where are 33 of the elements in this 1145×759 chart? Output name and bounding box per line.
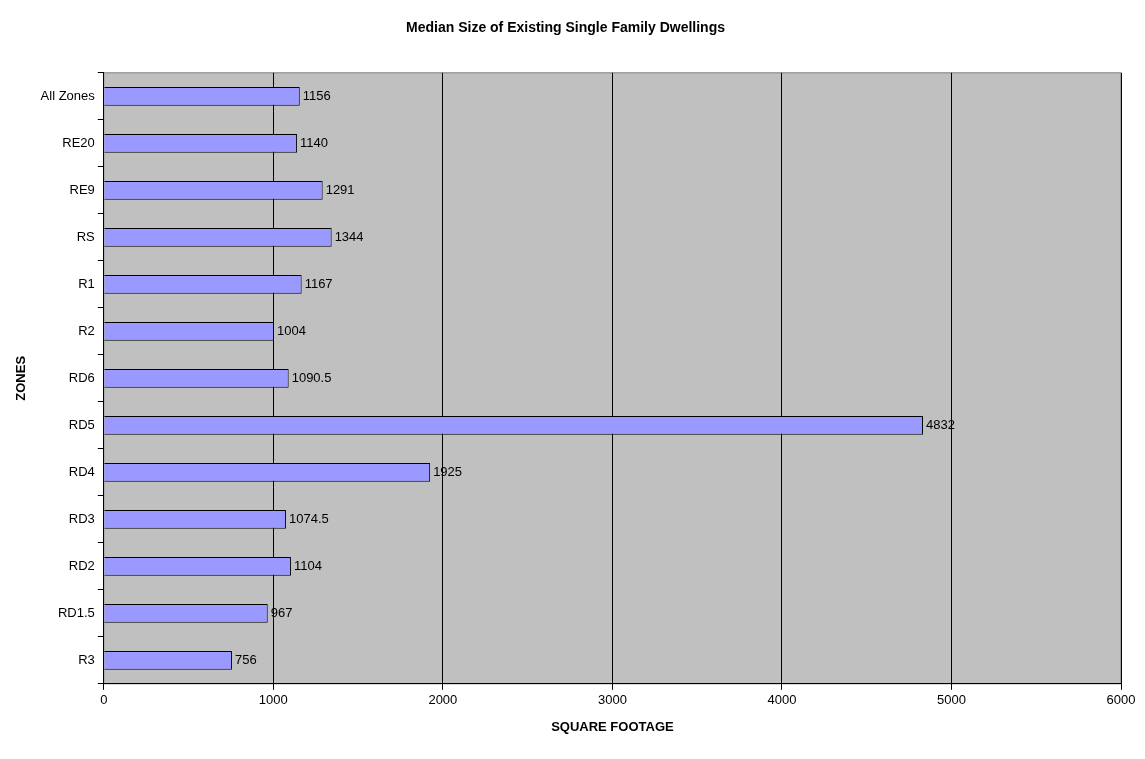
x-tick-label: 4000 xyxy=(767,692,797,708)
data-label: 1004 xyxy=(277,322,306,338)
x-tick-label: 6000 xyxy=(1106,692,1136,708)
data-label: 756 xyxy=(234,651,257,667)
y-tick-label: RD6 xyxy=(68,369,95,385)
y-axis-title: ZONES xyxy=(13,355,29,401)
y-tick-label: RD1.5 xyxy=(57,604,95,620)
y-tick-label: RE9 xyxy=(69,181,95,197)
data-label: 1074.5 xyxy=(288,510,329,526)
data-label: 1104 xyxy=(293,557,322,573)
data-label: 1156 xyxy=(302,87,331,103)
x-tick-label: 1000 xyxy=(258,692,288,708)
data-label: 1291 xyxy=(325,181,355,197)
y-tick-label: RD5 xyxy=(68,416,95,432)
x-tick-label: 2000 xyxy=(428,692,458,708)
data-label: 1344 xyxy=(334,228,364,244)
x-tick-label: 0 xyxy=(100,692,108,708)
y-tick-label: RD4 xyxy=(68,463,95,479)
data-label: 1167 xyxy=(304,275,333,291)
y-tick-label: RS xyxy=(76,228,96,244)
y-tick-label: R3 xyxy=(78,651,95,667)
data-label: 1090.5 xyxy=(291,369,332,385)
y-tick-label: All Zones xyxy=(40,87,96,103)
chart-title: Median Size of Existing Single Family Dwellings xyxy=(406,19,726,36)
x-tick-label: 5000 xyxy=(937,692,966,708)
y-tick-label: RD2 xyxy=(68,557,95,573)
y-tick-label: RE20 xyxy=(62,134,95,150)
y-tick-label: RD3 xyxy=(68,510,95,526)
y-tick-label: R1 xyxy=(78,275,95,291)
x-axis-title: SQUARE FOOTAGE xyxy=(551,718,674,734)
x-tick-label: 3000 xyxy=(597,692,627,708)
y-tick-label: R2 xyxy=(78,322,95,338)
data-label: 1140 xyxy=(300,134,329,150)
